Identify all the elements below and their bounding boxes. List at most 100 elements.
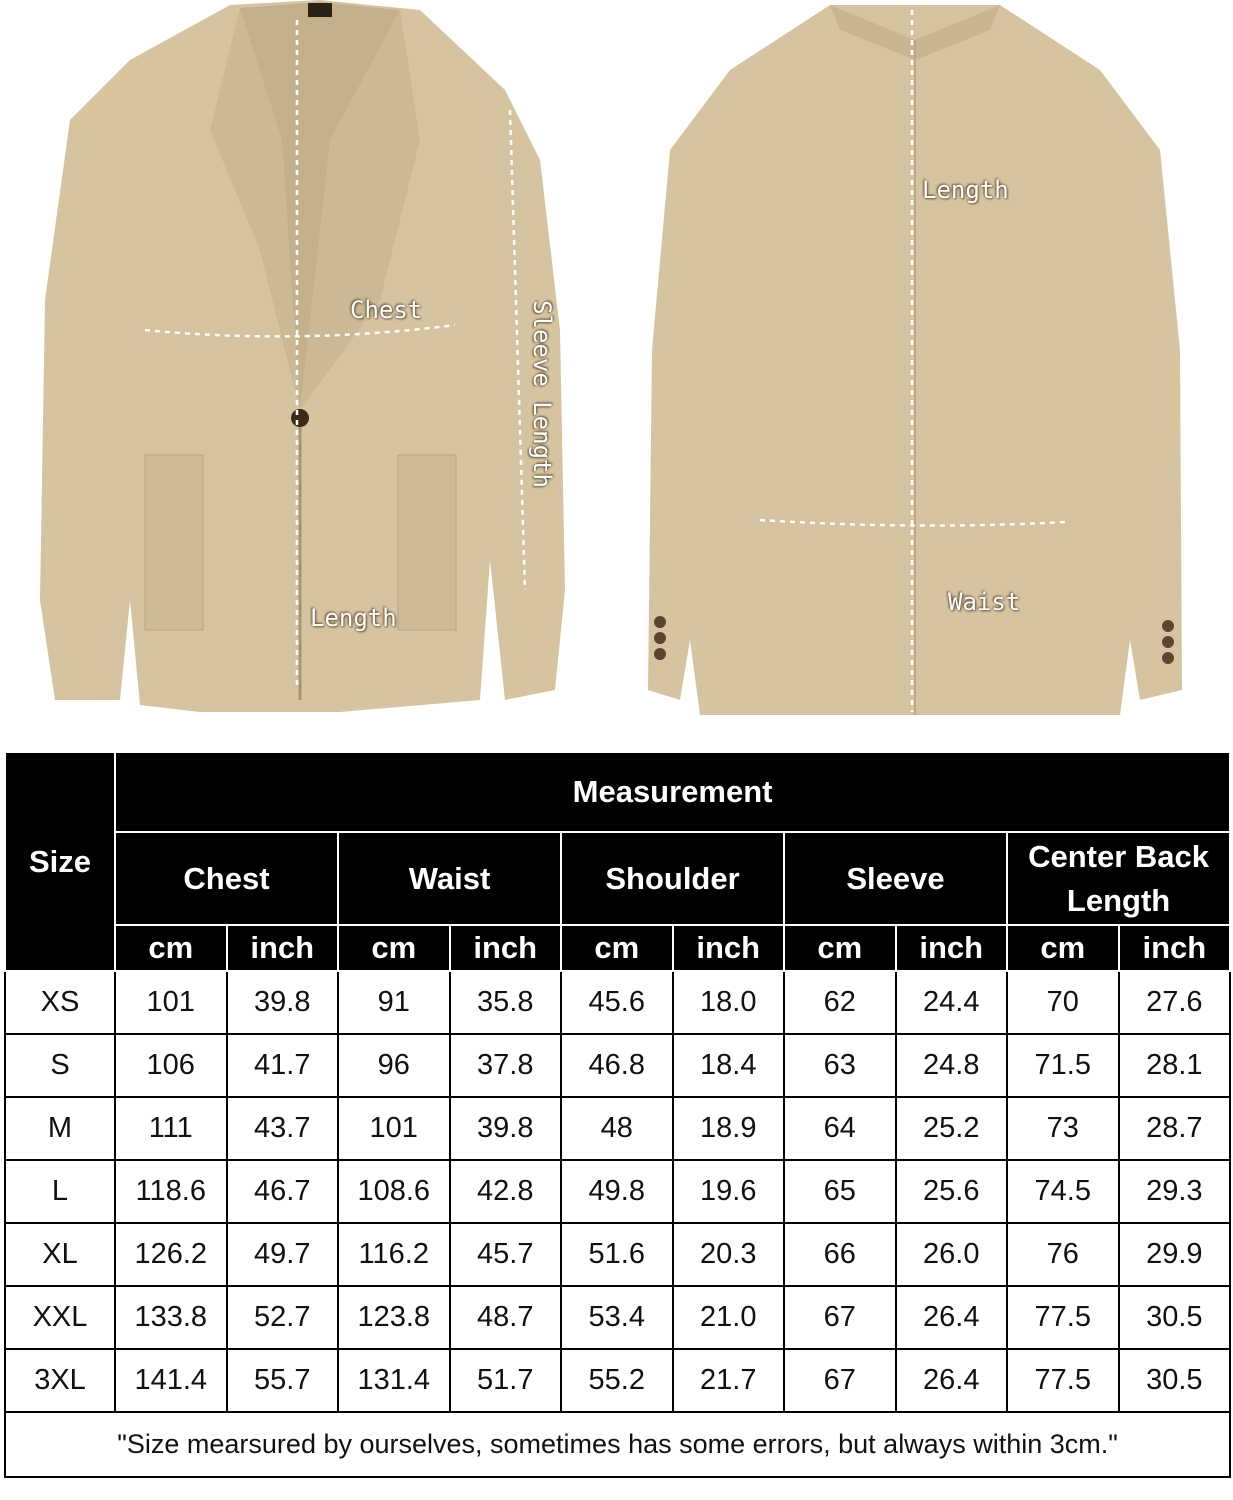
chest-label: Chest [350,296,423,324]
table-row: XXL 133.8 52.7 123.8 48.7 53.4 21.0 67 26.4 77.5 3… [4,1285,1232,1350]
value-cell: 101 [337,1096,451,1161]
value-cell: 73 [1006,1096,1120,1161]
value-cell: 25.2 [894,1096,1008,1161]
product-photo: Chest Sleeve Length Length Length Waist [0,0,1233,740]
value-cell: 18.4 [671,1033,785,1098]
value-cell: 51.6 [560,1222,674,1287]
size-cell: M [4,1096,116,1161]
value-cell: 77.5 [1006,1285,1120,1350]
value-cell: 53.4 [560,1285,674,1350]
value-cell: 27.6 [1117,970,1232,1035]
table-row: 3XL 141.4 55.7 131.4 51.7 55.2 21.7 67 26.4 77.5 3… [4,1348,1232,1413]
value-cell: 18.0 [671,970,785,1035]
value-cell: 76 [1006,1222,1120,1287]
value-cell: 106 [114,1033,228,1098]
value-cell: 63 [783,1033,897,1098]
value-cell: 55.2 [560,1348,674,1413]
value-cell: 30.5 [1117,1285,1232,1350]
value-cell: 21.7 [671,1348,785,1413]
value-cell: 141.4 [114,1348,228,1413]
value-cell: 116.2 [337,1222,451,1287]
unit-header: inch [671,924,785,972]
value-cell: 29.9 [1117,1222,1232,1287]
value-cell: 28.1 [1117,1033,1232,1098]
value-cell: 49.7 [225,1222,339,1287]
value-cell: 18.9 [671,1096,785,1161]
value-cell: 37.8 [448,1033,562,1098]
sleeve-length-label: Sleeve Length [528,300,556,488]
unit-header: cm [783,924,897,972]
value-cell: 46.8 [560,1033,674,1098]
value-cell: 24.8 [894,1033,1008,1098]
group-header: Sleeve [783,831,1008,926]
value-cell: 74.5 [1006,1159,1120,1224]
value-cell: 29.3 [1117,1159,1232,1224]
unit-header: inch [225,924,339,972]
measurement-header: Measurement [113,751,1232,833]
value-cell: 42.8 [448,1159,562,1224]
value-cell: 25.6 [894,1159,1008,1224]
front-jacket [40,0,565,712]
value-cell: 101 [114,970,228,1035]
value-cell: 123.8 [337,1285,451,1350]
value-cell: 45.6 [560,970,674,1035]
group-header: Waist [337,831,562,926]
value-cell: 71.5 [1006,1033,1120,1098]
unit-header: cm [114,924,228,972]
unit-header: inch [894,924,1008,972]
value-cell: 131.4 [337,1348,451,1413]
table-row: M 111 43.7 101 39.8 48 18.9 64 25.2 73 28.7 [4,1096,1232,1161]
value-cell: 67 [783,1285,897,1350]
value-cell: 46.7 [225,1159,339,1224]
table-row: XS 101 39.8 91 35.8 45.6 18.0 62 24.4 70 27.6 [4,970,1232,1035]
value-cell: 48.7 [448,1285,562,1350]
value-cell: 91 [337,970,451,1035]
value-cell: 49.8 [560,1159,674,1224]
value-cell: 21.0 [671,1285,785,1350]
size-cell: XL [4,1222,116,1287]
value-cell: 26.4 [894,1348,1008,1413]
size-cell: 3XL [4,1348,116,1413]
size-cell: XXL [4,1285,116,1350]
value-cell: 24.4 [894,970,1008,1035]
value-cell: 96 [337,1033,451,1098]
value-cell: 39.8 [448,1096,562,1161]
value-cell: 35.8 [448,970,562,1035]
unit-header: cm [337,924,451,972]
value-cell: 77.5 [1006,1348,1120,1413]
value-cell: 66 [783,1222,897,1287]
unit-header: inch [1117,924,1232,972]
value-cell: 30.5 [1117,1348,1232,1413]
footnote: "Size mearsured by ourselves, sometimes … [3,1411,1232,1478]
jacket-illustration [40,0,1182,715]
front-length-label: Length [310,604,397,632]
value-cell: 118.6 [114,1159,228,1224]
value-cell: 52.7 [225,1285,339,1350]
waist-label: Waist [948,588,1021,616]
size-chart-table: Size Measurement Chest Waist Shoulder Sleev… [3,751,1232,1478]
value-cell: 126.2 [114,1222,228,1287]
value-cell: 39.8 [225,970,339,1035]
value-cell: 65 [783,1159,897,1224]
value-cell: 108.6 [337,1159,451,1224]
size-cell: S [4,1033,116,1098]
value-cell: 48 [560,1096,674,1161]
value-cell: 62 [783,970,897,1035]
size-header: Size [4,751,116,972]
table-row: S 106 41.7 96 37.8 46.8 18.4 63 24.8 71.5 28.1 [4,1033,1232,1098]
value-cell: 43.7 [225,1096,339,1161]
unit-header: cm [560,924,674,972]
brand-logo [308,3,332,17]
value-cell: 55.7 [225,1348,339,1413]
group-header: Chest [114,831,339,926]
value-cell: 67 [783,1348,897,1413]
unit-header: inch [448,924,562,972]
group-header: Center Back Length [1005,831,1232,926]
value-cell: 133.8 [114,1285,228,1350]
group-header: Shoulder [560,831,785,926]
size-cell: XS [4,970,116,1035]
value-cell: 41.7 [225,1033,339,1098]
value-cell: 20.3 [671,1222,785,1287]
table-row: L 118.6 46.7 108.6 42.8 49.8 19.6 65 25.6 74.5 29.… [4,1159,1232,1224]
value-cell: 45.7 [448,1222,562,1287]
